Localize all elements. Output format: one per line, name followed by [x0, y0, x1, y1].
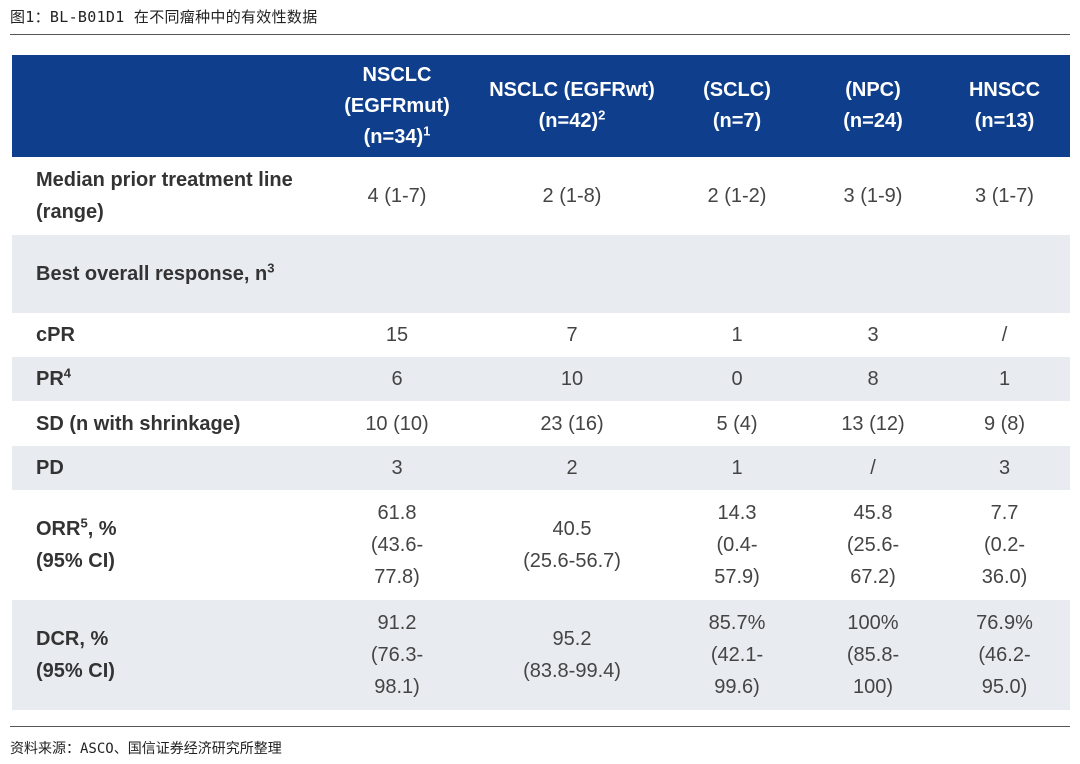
top-divider [10, 34, 1070, 35]
table-header-row: NSCLC (EGFRmut) (n=34)1 NSCLC (EGFRwt) (… [12, 55, 1070, 157]
header-blank-cell [12, 55, 317, 157]
table-cell: 1 [731, 324, 743, 346]
table-cell: 15 [385, 324, 409, 346]
table-cell: 1 [731, 457, 743, 479]
column-header-hnscc: HNSCC (n=13) [968, 79, 1041, 132]
table-cell: 10 (10) [365, 412, 429, 435]
table-cell: 10 [560, 368, 584, 390]
table-cell [317, 235, 477, 313]
table-cell: 9 (8) [983, 412, 1026, 435]
table-row-orr: ORR5, % (95% CI) 61.8 (43.6- 77.8) 40.5 … [12, 490, 1070, 600]
table-cell: 6 [391, 368, 403, 390]
table-row-sd: SD (n with shrinkage) 10 (10) 23 (16) 5 … [12, 401, 1070, 446]
table-cell [807, 235, 939, 313]
table-cell: 95.2 (83.8-99.4) [523, 628, 621, 682]
table-row-best-overall: Best overall response, n3 [12, 235, 1070, 313]
column-header-nsclc-egfrmut: NSCLC (EGFRmut) (n=34)1 [344, 63, 450, 148]
table-cell: 1 [998, 368, 1011, 390]
table-cell: 3 [867, 324, 879, 346]
table-cell: 23 (16) [540, 412, 604, 435]
table-cell: 7.7 (0.2- 36.0) [981, 502, 1028, 588]
column-header-npc: (NPC) (n=24) [843, 79, 903, 132]
table-cell: 76.9% (46.2- 95.0) [976, 612, 1033, 698]
table-cell: 3 [998, 457, 1011, 479]
column-header-nsclc-egfrwt: NSCLC (EGFRwt) (n=42)2 [489, 79, 655, 132]
row-label: DCR, % (95% CI) [36, 628, 115, 682]
table-cell: / [870, 457, 876, 479]
table-row-dcr: DCR, % (95% CI) 91.2 (76.3- 98.1) 95.2 (… [12, 600, 1070, 710]
row-label: ORR5, % (95% CI) [36, 515, 117, 572]
row-label: Median prior treatment line (range) [36, 169, 293, 223]
table-row-pr: PR4 6 10 0 8 1 [12, 357, 1070, 401]
table-cell: 13 (12) [841, 412, 905, 435]
row-label: Best overall response, n3 [36, 260, 275, 285]
bottom-divider [10, 726, 1070, 727]
table-cell: 40.5 (25.6-56.7) [523, 518, 621, 572]
table-cell: 2 (1-2) [707, 185, 767, 207]
table-cell [667, 235, 807, 313]
table-cell: 3 (1-9) [843, 185, 903, 207]
table-cell: 2 [566, 457, 578, 479]
table-cell: 2 (1-8) [542, 185, 602, 207]
table-cell: 4 (1-7) [367, 185, 427, 207]
table-cell: 45.8 (25.6- 67.2) [846, 502, 900, 588]
table-cell [939, 235, 1070, 313]
table-cell: 7 [566, 324, 578, 346]
table-row-pd: PD 3 2 1 / 3 [12, 446, 1070, 490]
table-cell: 5 (4) [716, 412, 758, 435]
table-row-cpr: cPR 15 7 1 3 / [12, 313, 1070, 357]
table-cell: 3 [391, 457, 403, 479]
column-header-sclc: (SCLC) (n=7) [703, 79, 771, 132]
table-cell: 100% (85.8- 100) [846, 612, 900, 698]
row-label: PR4 [36, 365, 72, 390]
table-cell: 3 (1-7) [975, 185, 1034, 207]
table-cell: 8 [867, 368, 879, 390]
figure-caption: 图1：BL-B01D1 在不同瘤种中的有效性数据 [10, 8, 318, 26]
table-cell: 14.3 (0.4- 57.9) [714, 502, 760, 588]
efficacy-table: NSCLC (EGFRmut) (n=34)1 NSCLC (EGFRwt) (… [12, 55, 1070, 710]
source-note: 资料来源：ASCO、国信证券经济研究所整理 [10, 741, 282, 757]
table-cell [477, 235, 667, 313]
table-cell: 0 [731, 368, 743, 390]
row-label: cPR [36, 324, 75, 346]
table-cell: 91.2 (76.3- 98.1) [370, 612, 424, 698]
row-label: SD (n with shrinkage) [36, 412, 241, 435]
row-label: PD [36, 457, 64, 479]
table-row-median-prior: Median prior treatment line (range) 4 (1… [12, 157, 1070, 235]
table-cell: / [1001, 324, 1008, 346]
table-cell: 85.7% (42.1- 99.6) [708, 612, 766, 698]
table-cell: 61.8 (43.6- 77.8) [370, 502, 424, 588]
